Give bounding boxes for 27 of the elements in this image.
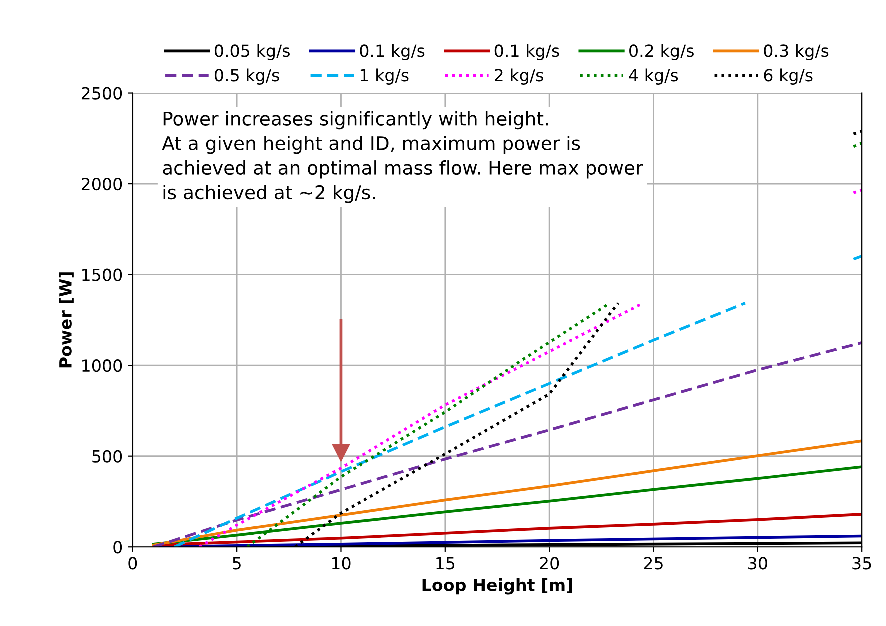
legend-label: 2 kg/s <box>495 68 544 85</box>
legend-label: 1 kg/s <box>360 68 409 85</box>
annotation: Power increases significantly with height. At a given height and ID, maximum power is achieved at an optimal mass flow. Here max power is achieved at ~2 kg/s. <box>162 111 644 204</box>
x-tick-label: 25 <box>644 557 663 570</box>
x-tick-label: 15 <box>436 557 455 570</box>
legend-label: 0.1 kg/s <box>494 44 560 60</box>
legend-label: 4 kg/s <box>629 68 678 85</box>
y-tick-label: 2000 <box>82 178 122 191</box>
x-tick-label: 30 <box>748 557 768 570</box>
x-tick-label: 35 <box>852 557 872 570</box>
y-tick-label: 0 <box>114 541 122 554</box>
x-axis-title: Loop Height [m] <box>422 578 572 595</box>
legend-label: 0.3 kg/s <box>764 44 829 60</box>
x-tick-label: 5 <box>233 557 241 570</box>
y-tick-label: 1500 <box>82 268 122 282</box>
legend-label: 0.1 kg/s <box>360 44 425 60</box>
legend-label: 6 kg/s <box>764 68 813 85</box>
x-tick-label: 20 <box>540 557 560 570</box>
y-tick-label: 2500 <box>82 87 122 100</box>
y-tick-label: 1000 <box>82 360 122 372</box>
x-tick-label: 10 <box>332 557 351 570</box>
y-axis-title: Power [W] <box>59 272 74 368</box>
legend-label: 0.2 kg/s <box>630 44 694 60</box>
x-tick-label: 0 <box>128 557 138 570</box>
legend-label: 0.5 kg/s <box>214 68 280 85</box>
y-tick-label: 500 <box>92 450 122 463</box>
legend-label: 0.05 kg/s <box>214 44 290 60</box>
